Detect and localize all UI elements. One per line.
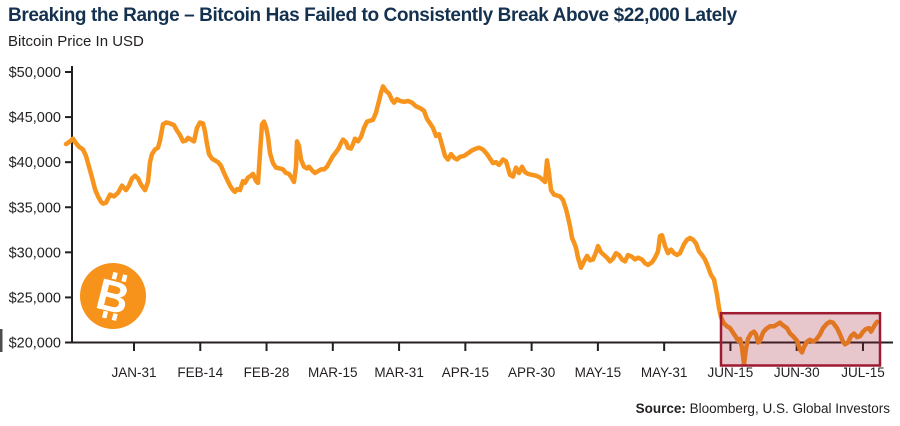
x-tick-label: MAY-31: [641, 365, 688, 380]
y-tick-label: $40,000: [9, 155, 61, 171]
y-tick-label: $45,000: [9, 110, 61, 126]
x-tick-label: JUN-15: [708, 365, 754, 380]
bitcoin-logo-icon: B: [80, 263, 146, 329]
x-tick-label: APR-30: [508, 365, 555, 380]
bitcoin-logo-prong: [121, 274, 128, 283]
x-tick-label: JUN-30: [774, 365, 820, 380]
x-tick-label: JAN-31: [111, 365, 156, 380]
x-tick-label: MAR-15: [308, 365, 358, 380]
bitcoin-logo-prong: [111, 271, 118, 280]
page-title: Breaking the Range – Bitcoin Has Failed …: [8, 5, 737, 26]
source-text: Bloomberg, U.S. Global Investors: [685, 401, 890, 416]
bitcoin-logo-prong: [111, 313, 118, 321]
screenshot-edge-artifact: [0, 329, 3, 352]
x-tick-label: MAR-31: [374, 365, 424, 380]
x-tick-label: FEB-28: [244, 365, 290, 380]
x-tick-label: JUL-15: [841, 365, 885, 380]
source-attribution: Source: Bloomberg, U.S. Global Investors: [636, 401, 890, 416]
price-line: [63, 84, 880, 367]
y-tick-label: $50,000: [9, 65, 61, 81]
x-tick-label: APR-15: [442, 365, 489, 380]
y-tick-label: $35,000: [9, 200, 61, 216]
x-tick-label: MAY-15: [575, 365, 622, 380]
bitcoin-logo-circle: [80, 263, 146, 329]
y-tick-label: $25,000: [9, 290, 61, 306]
highlight-region: [719, 311, 882, 367]
bitcoin-logo-prong: [101, 310, 109, 319]
source-label: Source:: [635, 401, 686, 416]
x-tick-label: FEB-14: [177, 365, 223, 380]
y-tick-label: $20,000: [9, 336, 61, 352]
y-tick-label: $30,000: [9, 245, 61, 261]
chart-subtitle: Bitcoin Price In USD: [8, 33, 144, 50]
